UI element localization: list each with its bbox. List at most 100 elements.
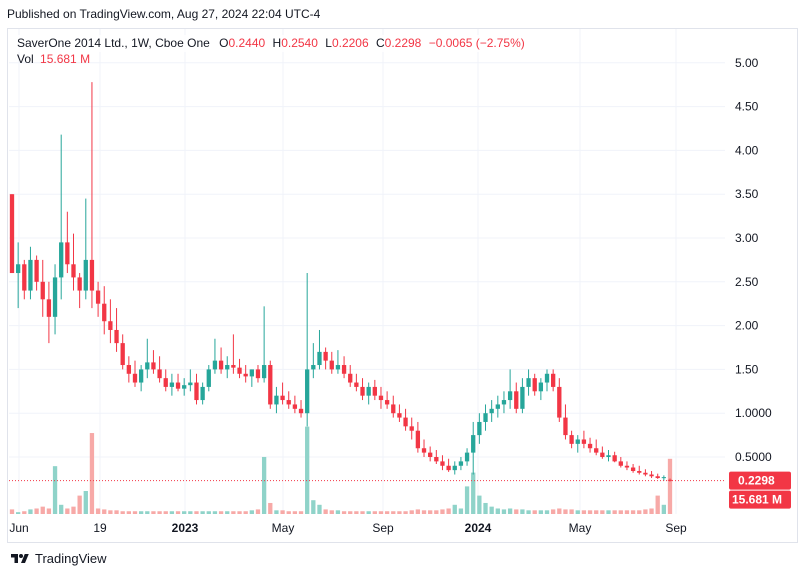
y-tick-label: 2.00 [735,319,759,333]
candle-body [169,382,175,387]
volume-bar [440,509,445,514]
volume-bar [372,511,377,514]
candle-body [495,404,500,409]
volume-bar [175,511,181,514]
candle-body [655,476,660,479]
volume-bar [501,509,507,514]
x-tick-label: 2023 [172,521,199,535]
candle-body [514,391,519,409]
x-tick-label: Sep [665,521,687,535]
volume-bar [305,426,310,514]
volume-bar [421,510,427,514]
grid-lines [9,29,725,514]
candle-body [255,369,261,379]
x-tick-label: May [272,521,295,535]
last-volume-tag [729,490,791,509]
x-tick-label: 19 [93,521,107,535]
candle-body [200,386,205,401]
open-label: O [219,36,229,50]
candle-body [354,382,359,387]
candle-body [114,329,119,344]
volume-bar [46,508,52,514]
volume-bar [40,506,45,514]
volume-bar [225,511,230,514]
candle-body [218,360,224,370]
candle-body [237,367,242,374]
candle-body [348,373,353,383]
volume-bar [261,456,267,514]
candle-body [341,365,347,374]
y-tick-label: 1.0000 [735,406,772,420]
volume-bar [415,509,421,514]
y-tick-label: 5.00 [735,56,759,70]
candle-body [575,439,580,444]
volume-bar [348,511,353,514]
candle-body [305,369,310,414]
volume-bar [145,511,150,514]
candle-body [9,194,15,274]
volume-bar [483,502,488,514]
candle-body [563,417,568,436]
close-value: 0.2298 [384,36,422,50]
candle-body [77,277,82,291]
candle-body [618,461,623,466]
volume-bar [384,511,390,514]
high-label: H [272,36,282,50]
candle-body [403,417,408,427]
candle-body [102,303,107,322]
candle-body [378,395,384,401]
candle-body [243,373,248,377]
y-tick-label: 3.00 [735,231,759,245]
y-tick-label: 0.5000 [735,450,772,464]
volume-bar [114,510,119,514]
volume-bar [397,511,402,514]
candle-body [249,369,254,377]
last-price-tag-text: 0.2298 [738,474,775,488]
volume-bar [520,509,525,514]
candle-body [384,400,390,405]
candle-body [489,408,494,414]
symbol-name: SaverOne 2014 Ltd., 1W, Cboe One [17,36,210,50]
candle-body [464,452,470,462]
volume-bar [182,511,187,514]
volume-bar [495,508,500,514]
volume-bar [286,511,291,514]
candle-body [452,465,457,471]
candle-body [612,455,617,462]
volume-bar [9,509,15,514]
volume-legend: Vol 15.681 M [17,52,90,66]
candle-body [434,457,439,462]
volume-bar [446,508,451,514]
candle-body [440,461,445,466]
volume-bar [587,510,593,514]
candle-body [649,474,654,477]
candle-body [83,259,88,291]
price-axis[interactable]: 5.00 4.50 4.00 3.50 3.00 2.50 2.00 1.50 1.0000 0.… [735,56,772,464]
candle-body [366,386,371,396]
candle-body [538,382,544,392]
candle-body [292,404,298,409]
candle-body [477,421,482,436]
last-price-tag [729,471,791,490]
volume-bar [231,511,236,514]
candle-body [71,264,76,278]
volume-bar [249,510,254,514]
candle-body [40,281,45,300]
candle-body [268,365,273,405]
volume-bar [200,511,205,514]
candle-body [65,242,70,265]
volume-bar [452,504,457,514]
volume-bar [360,511,365,514]
volume-bar [366,511,371,514]
candle-body [52,277,58,317]
candle-body [428,452,433,457]
volume-bar [569,509,574,514]
volume-bar [526,510,531,514]
y-tick-label: 4.00 [735,143,759,157]
candle-body [46,299,52,317]
time-axis[interactable]: Jun 19 2023 May Sep 2024 May Sep [9,521,687,535]
volume-bar [335,510,341,514]
candle-body [280,395,285,401]
candle-body [581,439,587,444]
